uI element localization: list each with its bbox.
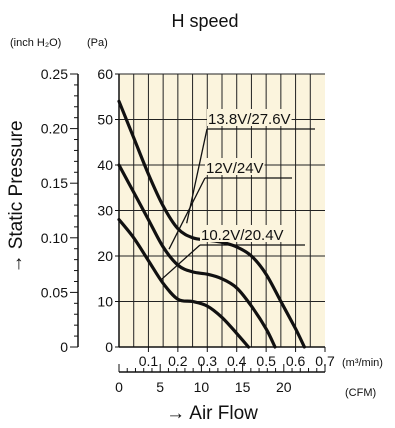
x-secondary-tick-label: 15 — [235, 379, 251, 395]
y-secondary-tick-label: 0.05 — [41, 284, 68, 300]
x-secondary-tick-label: 5 — [156, 379, 164, 395]
x-secondary-tick-label: 20 — [276, 379, 292, 395]
y-secondary-unit: (inch H₂O) — [10, 37, 61, 49]
x-primary-unit: (m³/min) — [342, 357, 383, 369]
y-primary-tick-label: 20 — [97, 248, 113, 264]
y-primary-tick-label: 60 — [97, 66, 113, 82]
y-secondary-tick-label: 0 — [60, 339, 68, 355]
x-axis-title: → Air Flow — [166, 403, 258, 424]
y-primary-tick-label: 0 — [105, 339, 113, 355]
x-primary-tick-label: 0.4 — [227, 353, 247, 369]
x-primary-tick-label: 0.5 — [256, 353, 276, 369]
chart-title: H speed — [171, 11, 238, 31]
x-primary-tick-label: 0.2 — [168, 353, 188, 369]
y-primary-tick-label: 40 — [97, 157, 113, 173]
y-secondary-tick-label: 0.15 — [41, 175, 68, 191]
series-label: 10.2V/20.4V — [201, 227, 284, 244]
y-primary-tick-label: 30 — [97, 203, 113, 219]
series-label: 12V/24V — [206, 160, 264, 177]
x-secondary-tick-label: 10 — [194, 379, 210, 395]
y-axis-title: → Static Pressure — [6, 120, 27, 273]
y-secondary-tick-label: 0.25 — [41, 66, 68, 82]
x-primary-tick-label: 0.6 — [286, 353, 306, 369]
y-primary-tick-label: 50 — [97, 112, 113, 128]
x-primary-tick-label: 0.3 — [198, 353, 218, 369]
x-primary-tick-label: 0.1 — [139, 353, 159, 369]
x-secondary-tick-label: 0 — [115, 379, 123, 395]
series-label: 13.8V/27.6V — [208, 111, 291, 128]
y-secondary-tick-label: 0.20 — [41, 121, 68, 137]
x-secondary-unit: (CFM) — [345, 387, 376, 399]
y-secondary-tick-label: 0.10 — [41, 230, 68, 246]
y-primary-tick-label: 10 — [97, 294, 113, 310]
x-primary-tick-label: 0.7 — [315, 353, 335, 369]
y-primary-unit: (Pa) — [87, 37, 108, 49]
